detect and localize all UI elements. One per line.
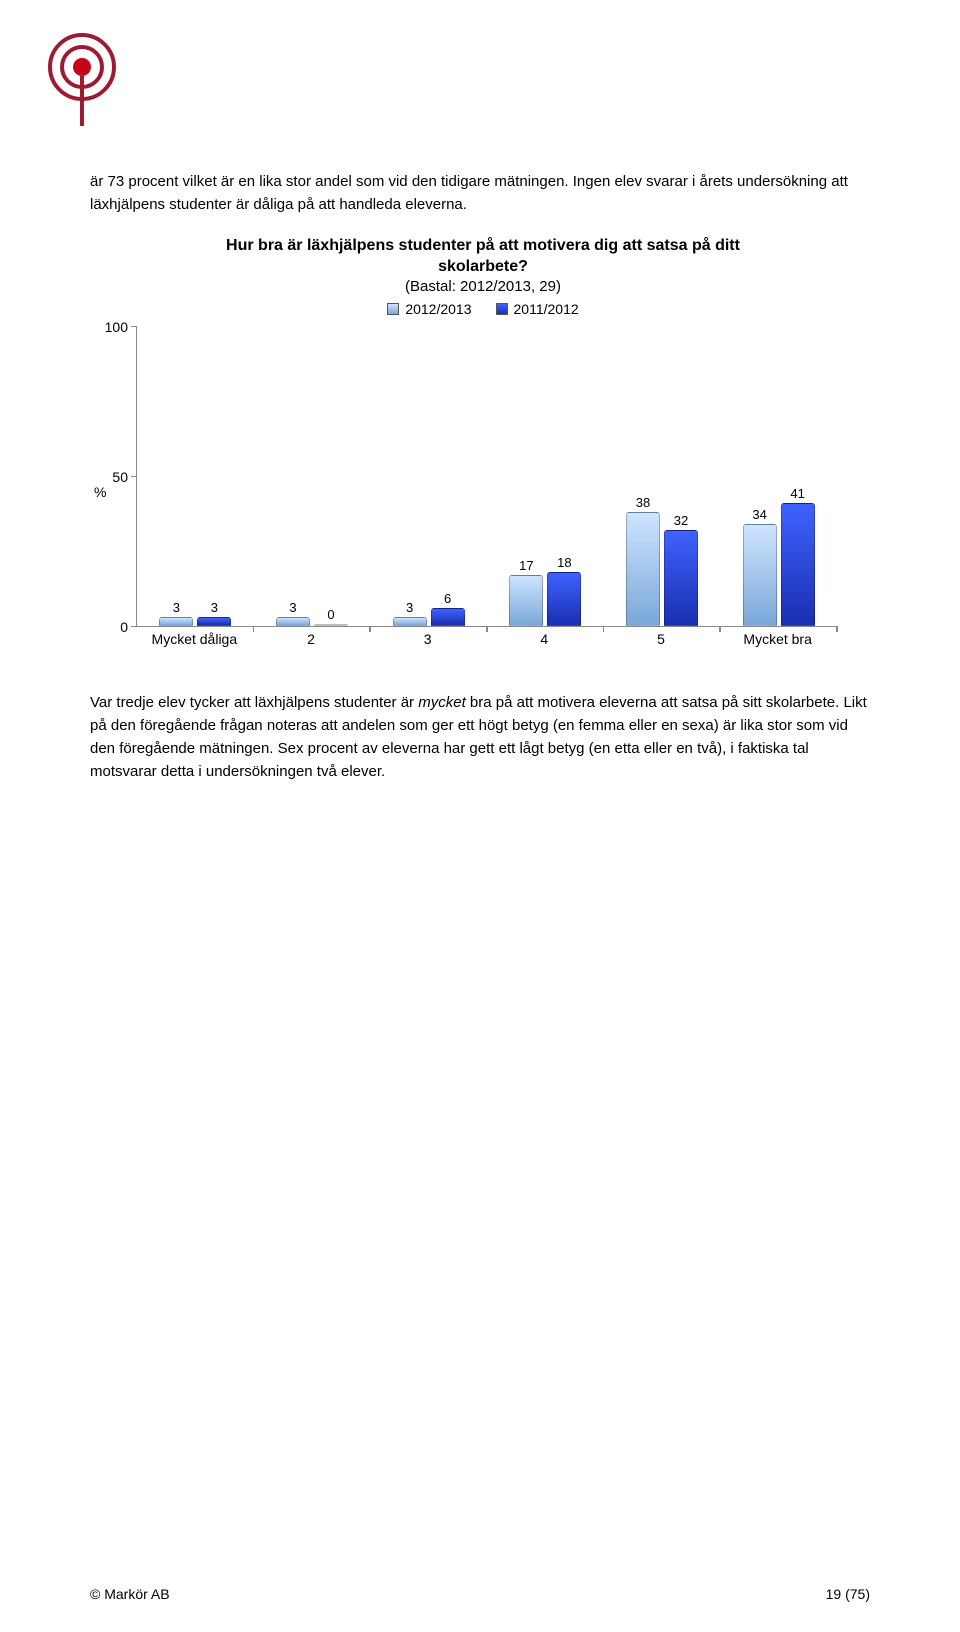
- x-tick-label: 5: [657, 631, 665, 647]
- legend-item: 2011/2012: [496, 301, 579, 317]
- chart-plot-area: % 050100 333036171838323441 Mycket dålig…: [96, 327, 836, 657]
- page-footer: © Markör AB 19 (75): [90, 1586, 870, 1602]
- bar: 3: [393, 617, 427, 626]
- chart-subtitle: (Bastal: 2012/2013, 29): [96, 278, 870, 295]
- bar: 3: [197, 617, 231, 626]
- body-paragraph: Var tredje elev tycker att läxhjälpens s…: [90, 691, 870, 784]
- bar-value-label: 34: [752, 507, 766, 522]
- legend-swatch-icon: [387, 303, 399, 315]
- plot-region: 333036171838323441: [136, 327, 836, 627]
- x-tick-label: Mycket dåliga: [152, 631, 238, 647]
- bar-group: 3832: [626, 512, 698, 626]
- bar-value-label: 6: [444, 591, 451, 606]
- intro-paragraph: är 73 procent vilket är en lika stor and…: [90, 170, 870, 217]
- x-tick-label: Mycket bra: [743, 631, 811, 647]
- bar-value-label: 38: [636, 495, 650, 510]
- bar-group: 33: [159, 617, 231, 626]
- x-tick-label: 2: [307, 631, 315, 647]
- y-tick-label: 50: [112, 469, 128, 485]
- chart-title: Hur bra är läxhjälpens studenter på att …: [136, 235, 830, 278]
- bar-group: 36: [393, 608, 465, 626]
- bar-value-label: 17: [519, 558, 533, 573]
- legend-label: 2012/2013: [405, 301, 471, 317]
- bar-value-label: 3: [406, 600, 413, 615]
- bar: 32: [664, 530, 698, 626]
- bar: 17: [509, 575, 543, 626]
- bar: 3: [276, 617, 310, 626]
- y-tick-label: 100: [105, 319, 128, 335]
- chart-title-line-1: Hur bra är läxhjälpens studenter på att …: [226, 237, 740, 254]
- bar-group: 30: [276, 617, 348, 626]
- chart-title-line-2: skolarbete?: [438, 258, 528, 275]
- bar-group: 1718: [509, 572, 581, 626]
- bar: 18: [547, 572, 581, 626]
- bar: 3: [159, 617, 193, 626]
- legend-label: 2011/2012: [514, 301, 579, 317]
- bar-value-label: 18: [557, 555, 571, 570]
- x-tick-label: 3: [424, 631, 432, 647]
- bar-value-label: 41: [790, 486, 804, 501]
- bar-value-label: 0: [327, 607, 334, 622]
- bar: 0: [314, 624, 348, 626]
- bar-value-label: 3: [211, 600, 218, 615]
- logo-icon: [45, 30, 120, 135]
- chart-legend: 2012/2013 2011/2012: [96, 301, 870, 317]
- bar-value-label: 32: [674, 513, 688, 528]
- bar: 6: [431, 608, 465, 626]
- legend-swatch-icon: [496, 303, 508, 315]
- y-axis: 050100: [96, 327, 132, 657]
- bar-group: 3441: [743, 503, 815, 626]
- footer-copyright: © Markör AB: [90, 1586, 170, 1602]
- x-tick-label: 4: [540, 631, 548, 647]
- bar-value-label: 3: [289, 600, 296, 615]
- y-tick-label: 0: [120, 619, 128, 635]
- bar-chart: Hur bra är läxhjälpens studenter på att …: [96, 235, 870, 657]
- bar: 41: [781, 503, 815, 626]
- legend-item: 2012/2013: [387, 301, 471, 317]
- bar-value-label: 3: [173, 600, 180, 615]
- footer-page-number: 19 (75): [826, 1586, 870, 1602]
- bar: 34: [743, 524, 777, 626]
- bar: 38: [626, 512, 660, 626]
